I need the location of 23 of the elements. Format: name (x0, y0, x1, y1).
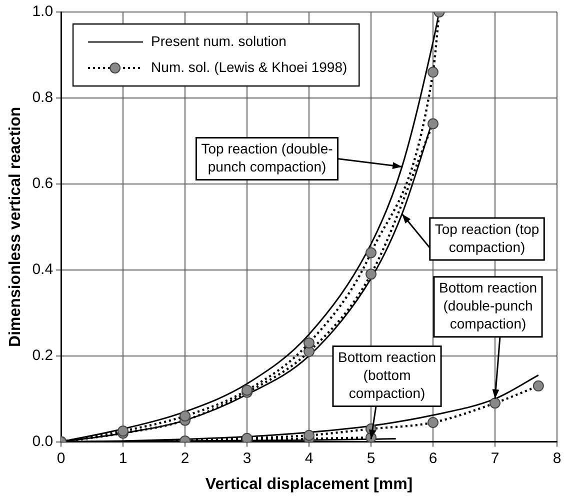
y-tick-label: 0.4 (32, 261, 54, 278)
y-tick-label: 0.2 (32, 346, 54, 364)
x-tick-label: 7 (490, 450, 500, 467)
y-tick-label: 0.8 (32, 89, 54, 106)
x-tick-label: 3 (242, 450, 252, 467)
annotation: Bottom reaction (bottom compaction) (338, 349, 436, 402)
x-tick-label: 0 (56, 450, 66, 467)
annotation: Top reaction (double-punch compaction) (201, 140, 334, 175)
x-tick-label: 5 (366, 450, 376, 467)
x-tick-label: 8 (552, 450, 562, 467)
y-axis-title: Dimensionless vertical reaction (7, 106, 24, 347)
y-tick-label: 0.6 (32, 175, 54, 192)
legend-label: Num. sol. (Lewis & Khoei 1998) (151, 58, 348, 75)
legend-label: Present num. solution (151, 32, 286, 49)
x-tick-label: 2 (180, 450, 190, 467)
y-tick-label: 1.0 (32, 3, 54, 20)
x-tick-label: 1 (118, 450, 128, 467)
annotation: Bottom reaction (double-punch compaction) (438, 280, 538, 332)
x-axis-title: Vertical displacement [mm] (205, 476, 413, 493)
y-tick-label: 0.0 (32, 432, 54, 450)
x-tick-label: 4 (304, 450, 314, 467)
annotation: Top reaction (top compaction) (434, 220, 540, 255)
x-tick-label: 6 (428, 450, 438, 467)
